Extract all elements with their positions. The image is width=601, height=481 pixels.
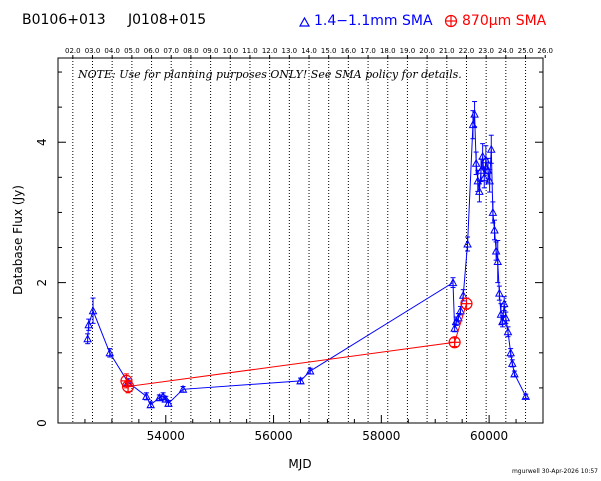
y-tick-label: 0 (35, 419, 49, 427)
legend-label-series-2: 870μm SMA (462, 13, 547, 29)
series-1 (83, 101, 531, 409)
top-axis-label: 09.0 (203, 47, 219, 55)
y-axis-title: Database Flux (Jy) (11, 185, 25, 295)
top-axis-label: 21.0 (439, 47, 455, 55)
top-axis-label: 06.0 (144, 47, 160, 55)
y-axis-ticks: 0 2 4 (35, 71, 543, 427)
data-point (88, 306, 98, 315)
top-axis-label: 12.0 (262, 47, 278, 55)
top-axis-label: 26.0 (537, 47, 553, 55)
top-axis-label: 11.0 (242, 47, 258, 55)
source-name-1: B0106+013 (22, 12, 106, 28)
year-gridlines (72, 55, 546, 423)
top-axis-label: 03.0 (85, 47, 101, 55)
x-tick-label: 58000 (362, 429, 400, 443)
top-axis-label: 15.0 (321, 47, 337, 55)
data-point (146, 400, 156, 409)
data-point (510, 369, 519, 378)
y-tick-label: 2 (35, 279, 49, 287)
top-axis-label: 23.0 (478, 47, 494, 55)
x-tick-label: 54000 (147, 429, 185, 443)
data-point (478, 151, 487, 160)
data-point (448, 336, 461, 349)
data-point (305, 366, 315, 375)
data-point (84, 320, 94, 329)
data-point (488, 207, 498, 216)
data-point (496, 309, 506, 318)
legend: 1.4−1.1mm SMA 870μm SMA (298, 13, 547, 29)
top-axis-label: 14.0 (301, 47, 317, 55)
top-axis-label: 24.0 (498, 47, 514, 55)
data-point (296, 376, 305, 385)
x-axis-title: MJD (288, 457, 311, 471)
top-axis-label: 05.0 (124, 47, 140, 55)
data-point (105, 348, 115, 357)
data-point (507, 358, 517, 367)
data-point (503, 327, 513, 336)
credit-text: mgurwell 30-Apr-2026 10:57 (512, 468, 598, 475)
data-point (495, 288, 504, 297)
data-point (501, 313, 511, 322)
data-point (475, 186, 484, 195)
data-point (506, 348, 516, 357)
data-point (448, 278, 458, 287)
x-tick-label: 56000 (254, 429, 292, 443)
data-point (161, 394, 171, 403)
top-axis-label: 10.0 (222, 47, 238, 55)
data-point (121, 380, 135, 393)
data-point (83, 334, 92, 343)
data-point (458, 290, 468, 299)
data-point (463, 239, 472, 248)
data-point (479, 172, 489, 181)
top-axis-label: 17.0 (360, 47, 376, 55)
data-point (485, 176, 494, 185)
data-point (454, 313, 463, 322)
x-tick-label: 60000 (470, 429, 508, 443)
data-point (490, 225, 499, 234)
data-point (499, 299, 509, 308)
top-axis-label: 04.0 (104, 47, 120, 55)
data-point (486, 144, 496, 153)
data-point (521, 391, 531, 400)
legend-marker-triangle (298, 16, 311, 27)
source-name-2: J0108+015 (127, 12, 206, 28)
top-axis-labels: 02.0 03.0 04.0 05.0 06.0 07.0 08.0 09.0 10.0 11.0… (65, 47, 553, 55)
top-axis-label: 13.0 (282, 47, 298, 55)
data-point (142, 391, 151, 400)
data-point (493, 257, 503, 266)
plot-border (57, 57, 544, 424)
legend-label-series-1: 1.4−1.1mm SMA (314, 13, 433, 29)
x-axis-ticks: 54000 56000 58000 60000 (57, 415, 544, 443)
series-line (125, 303, 467, 388)
series-2 (120, 297, 473, 394)
top-axis-label: 19.0 (400, 47, 416, 55)
data-point (450, 323, 459, 332)
top-axis-label: 16.0 (341, 47, 357, 55)
top-axis-label: 07.0 (163, 47, 179, 55)
top-axis-label: 25.0 (518, 47, 534, 55)
top-axis-label: 20.0 (419, 47, 435, 55)
y-tick-label: 4 (35, 138, 49, 146)
data-point (456, 306, 465, 315)
data-point (164, 398, 173, 407)
top-axis-label: 18.0 (380, 47, 396, 55)
planning-note: NOTE: Use for planning purposes ONLY! Se… (77, 68, 462, 81)
series-line (87, 114, 527, 406)
data-series (83, 101, 531, 409)
data-point (470, 109, 479, 118)
top-axis-label: 08.0 (183, 47, 199, 55)
data-point (460, 297, 473, 310)
data-point (178, 384, 188, 393)
legend-marker-circle-plus (444, 14, 458, 28)
plot-frame (57, 57, 544, 424)
top-axis-label: 02.0 (65, 47, 81, 55)
data-point (476, 165, 486, 174)
top-axis-label: 22.0 (459, 47, 475, 55)
data-point (471, 158, 481, 167)
